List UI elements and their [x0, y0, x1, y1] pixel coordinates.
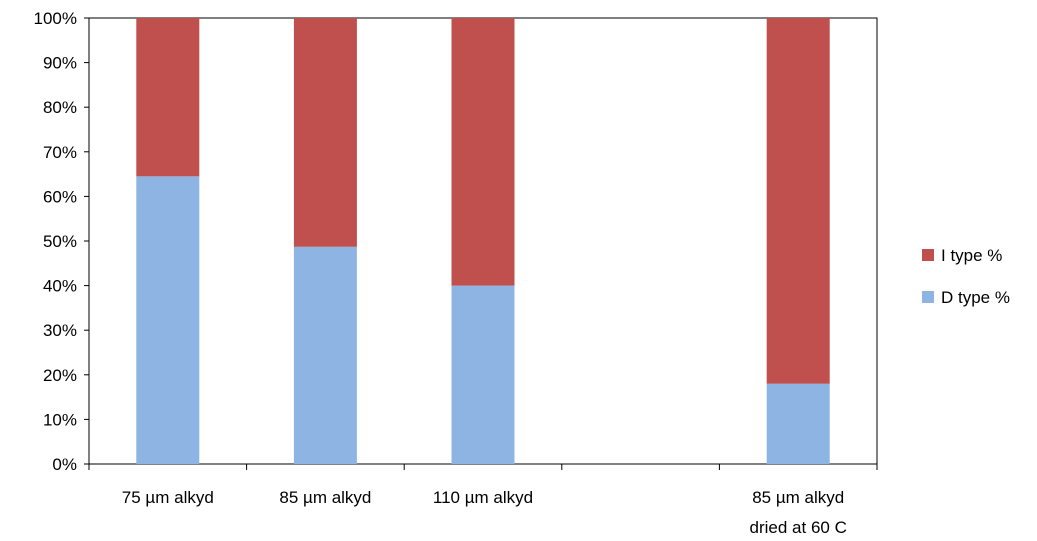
bars	[136, 18, 830, 464]
y-tick-label: 70%	[43, 143, 77, 162]
bar-i-type--2	[451, 18, 515, 286]
x-tick-label: 85 µm alkyd	[279, 488, 371, 507]
bar-d-type--2	[451, 285, 515, 464]
bar-i-type--4	[766, 18, 830, 384]
y-tick-label: 0%	[52, 455, 77, 474]
legend: I type % D type %	[922, 246, 1010, 307]
legend-swatch	[922, 291, 934, 303]
legend-label: D type %	[941, 288, 1010, 307]
y-tick-label: 30%	[43, 321, 77, 340]
x-tick-label: 85 µm alkyd dried at 60 C	[750, 488, 847, 537]
bar-d-type--4	[766, 383, 830, 464]
x-tick-label: 75 µm alkyd	[122, 488, 214, 507]
bar-i-type--1	[293, 18, 357, 247]
bar-d-type--0	[136, 176, 200, 464]
legend-label: I type %	[941, 246, 1002, 265]
x-tick-label: 110 µm alkyd	[433, 488, 533, 507]
bar-d-type--1	[293, 246, 357, 464]
bar-i-type--0	[136, 18, 200, 177]
y-tick-label: 50%	[43, 232, 77, 251]
y-tick-label: 20%	[43, 366, 77, 385]
y-axis: 0% 10% 20% 30% 40% 50% 60% 70% 80% 90% 100%	[34, 9, 89, 474]
y-tick-label: 60%	[43, 187, 77, 206]
y-tick-label: 90%	[43, 54, 77, 73]
y-tick-label: 80%	[43, 98, 77, 117]
y-tick-label: 100%	[34, 9, 77, 28]
y-tick-label: 10%	[43, 410, 77, 429]
y-tick-label: 40%	[43, 277, 77, 296]
legend-swatch	[922, 249, 934, 261]
x-axis: 75 µm alkyd 85 µm alkyd 110 µm alkyd 85 µm …	[88, 464, 878, 537]
